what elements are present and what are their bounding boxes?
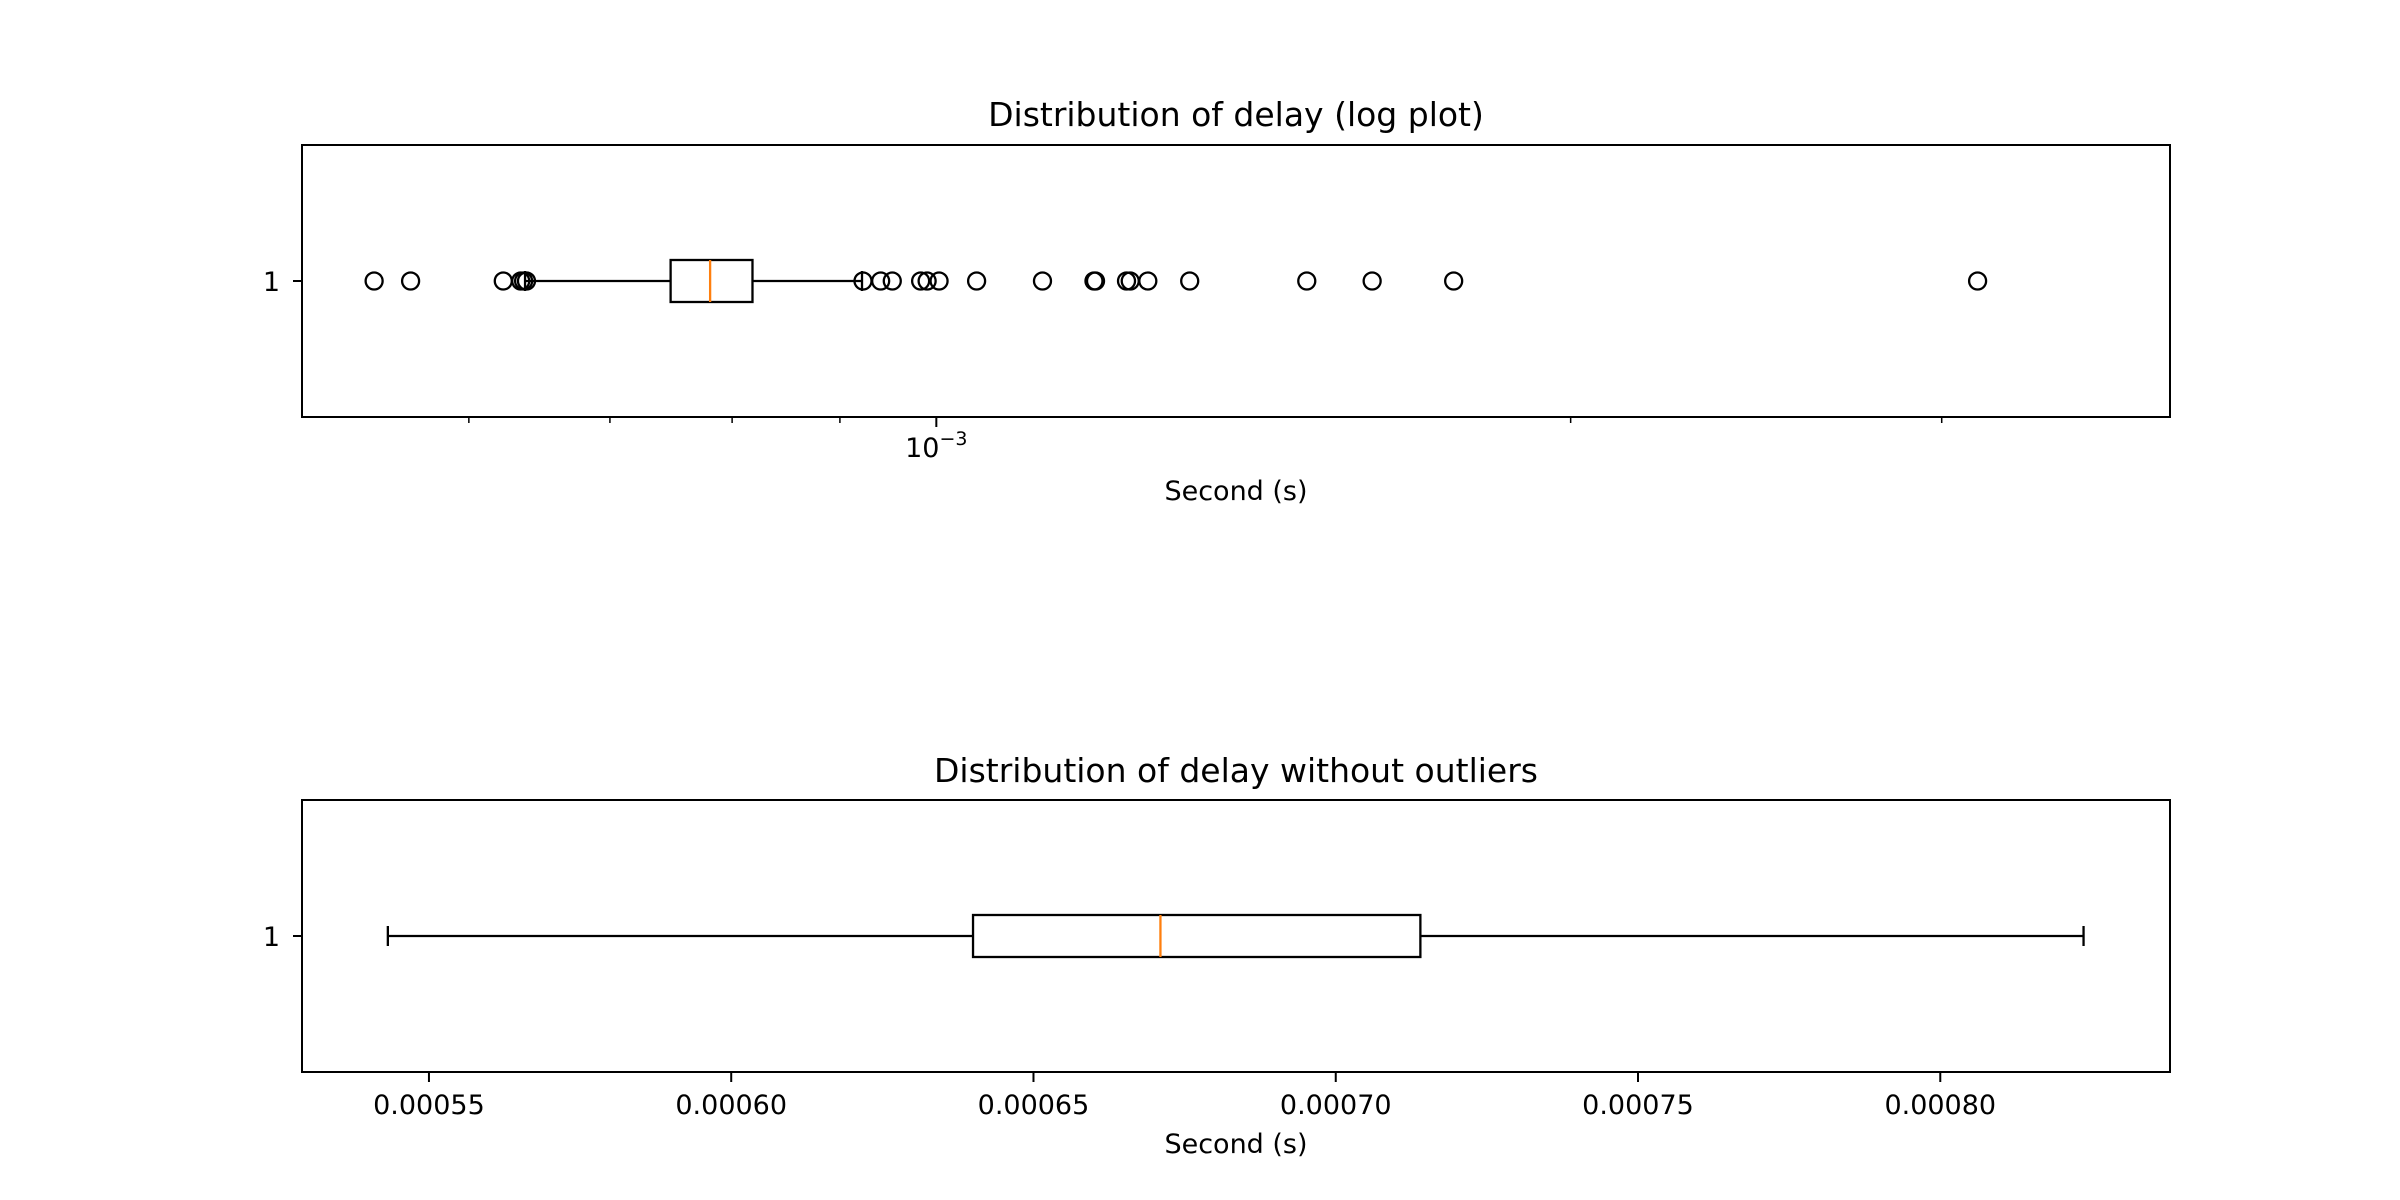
tick-label-exponent: −3 <box>939 428 967 450</box>
tick-label-base: 10 <box>905 433 939 464</box>
outlier-point <box>1967 271 1988 291</box>
x-tick-label: 0.00070 <box>1280 1090 1392 1121</box>
x-tick-label: 0.00080 <box>1884 1090 1996 1121</box>
x-axis-label: Second (s) <box>1164 1129 1307 1160</box>
outlier-point <box>1297 271 1317 291</box>
box-iqr <box>669 258 754 304</box>
outlier-point <box>1116 271 1137 291</box>
y-tick-label: 1 <box>263 922 280 953</box>
outlier-point <box>493 271 513 291</box>
outlier-point <box>516 271 537 291</box>
outlier-point <box>1032 271 1053 291</box>
chart-title: Distribution of delay without outliers <box>934 751 1538 790</box>
outlier-point <box>1138 271 1158 291</box>
outlier-point <box>917 271 937 291</box>
x-tick-label: 0.00060 <box>675 1090 787 1121</box>
plot-frame <box>301 799 2171 1073</box>
linear-boxplot-panel: Distribution of delay without outliers 0… <box>263 751 2171 1160</box>
plot-frame <box>301 144 2171 418</box>
outlier-point <box>929 271 949 291</box>
x-tick-label: 0.00055 <box>373 1090 485 1121</box>
x-tick-label: 0.00065 <box>978 1090 1090 1121</box>
outlier-point <box>400 271 421 291</box>
box-iqr <box>971 913 1422 959</box>
x-tick-label: 10−3 <box>905 428 967 464</box>
outlier-point <box>882 271 902 291</box>
x-axis-label: Second (s) <box>1164 476 1307 507</box>
outlier-point <box>1180 271 1200 291</box>
chart-title: Distribution of delay (log plot) <box>988 95 1484 134</box>
outlier-point <box>966 271 987 291</box>
outlier-point <box>1362 271 1382 291</box>
log-boxplot-panel: Distribution of delay (log plot) 10−3 1 … <box>263 95 2171 507</box>
outlier-point <box>1120 271 1140 291</box>
outlier-point <box>871 271 891 291</box>
outlier-point <box>1085 271 1106 291</box>
outlier-point <box>364 271 384 291</box>
y-tick-label: 1 <box>263 267 280 298</box>
outlier-point <box>1444 271 1464 291</box>
x-tick-label: 0.00075 <box>1582 1090 1694 1121</box>
outlier-point <box>910 271 931 291</box>
